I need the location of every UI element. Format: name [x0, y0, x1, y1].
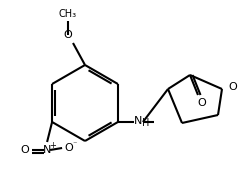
- Text: O: O: [198, 98, 206, 108]
- Text: N: N: [134, 116, 142, 126]
- Text: ⁻: ⁻: [73, 139, 77, 148]
- Text: CH₃: CH₃: [59, 9, 77, 19]
- Text: O: O: [228, 82, 237, 92]
- Text: O: O: [21, 145, 29, 155]
- Text: H: H: [142, 118, 149, 128]
- Text: O: O: [65, 143, 74, 153]
- Text: O: O: [64, 30, 72, 40]
- Text: N: N: [43, 145, 51, 155]
- Text: +: +: [50, 142, 56, 151]
